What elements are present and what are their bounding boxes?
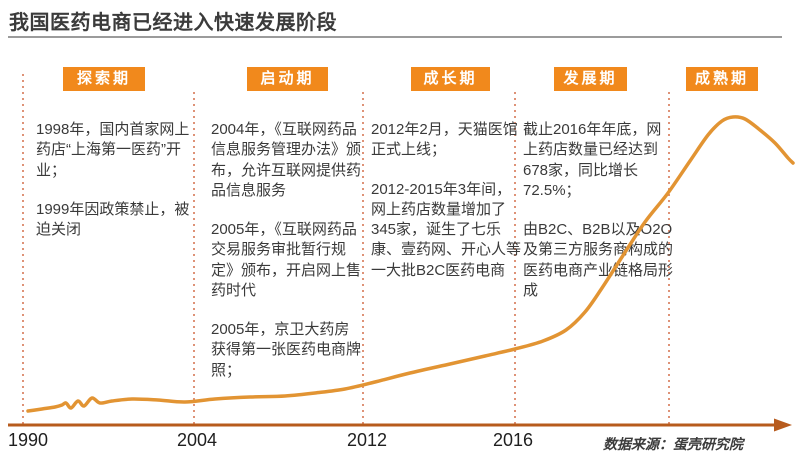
growth-curve — [26, 115, 795, 413]
stage-notes-exploration: 1998年，国内首家网上药店“上海第一医药”开业； 1999年因政策禁止，被迫关… — [36, 120, 192, 259]
note-paragraph: 2005年，《互联网药品交易服务审批暂行规定》颁布，开启网上售药时代 — [211, 221, 362, 299]
stage-notes-launch: 2004年，《互联网药品信息服务管理办法》颁布，允许互联网提供药品信息服务 20… — [211, 120, 364, 400]
stage-badge-development: 发展期 — [554, 67, 627, 91]
note-paragraph: 2004年，《互联网药品信息服务管理办法》颁布，允许互联网提供药品信息服务 — [211, 121, 362, 199]
axis-tick-2016: 2016 — [492, 430, 534, 450]
axis-tick-2012: 2012 — [346, 430, 388, 450]
stage-divider — [514, 92, 516, 424]
stage-divider — [22, 74, 24, 424]
axis-tick-2004: 2004 — [176, 430, 218, 450]
axis-arrowhead — [774, 418, 792, 432]
data-source-note: 数据来源：蛋壳研究院 — [603, 436, 743, 452]
note-paragraph: 1998年，国内首家网上药店“上海第一医药”开业； — [36, 121, 190, 179]
note-paragraph: 1999年因政策禁止，被迫关闭 — [36, 200, 190, 238]
stage-badge-exploration: 探索期 — [63, 67, 145, 91]
stage-notes-growth: 2012年2月，天猫医馆正式上线； 2012-2015年3年间，网上药店数量增加… — [371, 120, 524, 300]
page-title: 我国医药电商已经进入快速发展阶段 — [9, 12, 337, 34]
note-paragraph: 2005年，京卫大药房获得第一张医药电商牌照； — [211, 321, 362, 379]
note-paragraph: 2012-2015年3年间，网上药店数量增加了345家，诞生了七乐康、壹药网、开… — [371, 180, 522, 279]
stage-divider — [362, 92, 364, 424]
axis-tick-1990: 1990 — [7, 430, 49, 450]
note-paragraph: 截止2016年年底，网上药店数量已经达到678家，同比增长72.5%； — [523, 121, 662, 199]
stage-badge-launch: 启动期 — [247, 67, 328, 91]
stage-badge-growth: 成长期 — [411, 67, 490, 91]
stage-notes-development: 截止2016年年底，网上药店数量已经达到678家，同比增长72.5%； 由B2C… — [523, 120, 674, 320]
stage-badge-maturity: 成熟期 — [686, 67, 758, 91]
title-underline — [8, 36, 782, 38]
note-paragraph: 由B2C、B2B以及O2O及第三方服务商构成的医药电商产业链格局形成 — [523, 221, 674, 299]
stage-divider — [193, 92, 195, 424]
note-paragraph: 2012年2月，天猫医馆正式上线； — [371, 121, 518, 159]
stage-divider — [668, 92, 670, 424]
